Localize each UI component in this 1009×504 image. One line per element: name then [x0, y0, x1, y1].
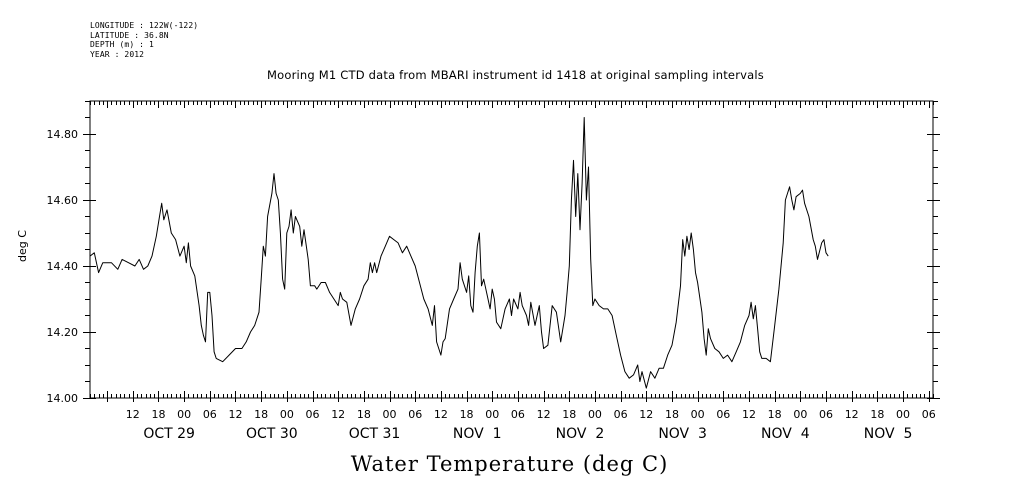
latitude-text: LATITUDE : 36.8N — [90, 30, 169, 40]
axes — [89, 100, 934, 399]
plot-frame — [89, 100, 934, 399]
y-tick-label: 14.40 — [47, 260, 79, 273]
tick-labels: 14.00 14.20 14.40 14.60 14.80 12 18 00 06 12 18 00 0… — [47, 128, 936, 442]
longitude-text: LONGITUDE : 122W(-122) — [90, 21, 199, 30]
temperature-series-line — [89, 117, 829, 389]
depth-text: DEPTH (m) : 1 — [90, 40, 154, 49]
x-hour-label: 06 — [408, 408, 422, 421]
x-hour-label: 12 — [742, 408, 756, 421]
series-layer — [89, 117, 829, 389]
x-hour-label: 06 — [922, 408, 936, 421]
x-day-label: NOV 5 — [864, 426, 913, 442]
x-hour-label: 18 — [357, 408, 371, 421]
x-hour-label: 00 — [588, 408, 602, 421]
x-axis-label: Water Temperature (deg C) — [350, 452, 669, 476]
x-hour-label: 18 — [562, 408, 576, 421]
x-day-label: OCT 29 — [143, 426, 195, 442]
x-hour-label: 12 — [845, 408, 859, 421]
x-hour-label: 18 — [460, 408, 474, 421]
metadata-block: LONGITUDE : 122W(-122) LATITUDE : 36.8N … — [90, 21, 198, 59]
x-day-label: NOV 2 — [556, 426, 605, 442]
y-tick-label: 14.20 — [47, 326, 79, 339]
x-hour-label: 12 — [639, 408, 653, 421]
x-hour-label: 00 — [177, 408, 191, 421]
year-text: YEAR : 2012 — [90, 49, 145, 59]
x-hour-label: 18 — [151, 408, 165, 421]
x-hour-label: 06 — [716, 408, 730, 421]
x-hour-label: 00 — [280, 408, 294, 421]
x-hour-label: 12 — [331, 408, 345, 421]
x-hour-label: 00 — [485, 408, 499, 421]
x-hour-label: 00 — [691, 408, 705, 421]
x-hour-label: 00 — [793, 408, 807, 421]
y-ticks — [83, 101, 940, 399]
x-hour-label: 06 — [306, 408, 320, 421]
x-hour-label: 12 — [537, 408, 551, 421]
x-minor-ticks — [90, 101, 934, 402]
x-hour-label: 18 — [665, 408, 679, 421]
x-hour-label: 00 — [896, 408, 910, 421]
x-day-label: NOV 4 — [761, 426, 810, 442]
x-hour-label: 12 — [126, 408, 140, 421]
tick-marks — [83, 101, 940, 402]
x-hour-label: 12 — [434, 408, 448, 421]
x-hour-label: 18 — [254, 408, 268, 421]
x-hour-label: 06 — [614, 408, 628, 421]
y-tick-label: 14.80 — [47, 128, 79, 141]
x-hour-label: 06 — [511, 408, 525, 421]
x-hour-label: 06 — [203, 408, 217, 421]
x-hour-label: 18 — [870, 408, 884, 421]
x-day-label: OCT 30 — [246, 426, 298, 442]
chart-title: Mooring M1 CTD data from MBARI instrumen… — [267, 68, 764, 82]
x-hour-label: 00 — [383, 408, 397, 421]
y-tick-label: 14.60 — [47, 194, 79, 207]
y-tick-label: 14.00 — [47, 392, 79, 405]
x-hour-label: 06 — [819, 408, 833, 421]
x-day-label: NOV 1 — [453, 426, 502, 442]
x-day-label: OCT 31 — [349, 426, 401, 442]
x-hour-label: 18 — [768, 408, 782, 421]
x-hour-label: 12 — [228, 408, 242, 421]
x-day-label: NOV 3 — [658, 426, 707, 442]
